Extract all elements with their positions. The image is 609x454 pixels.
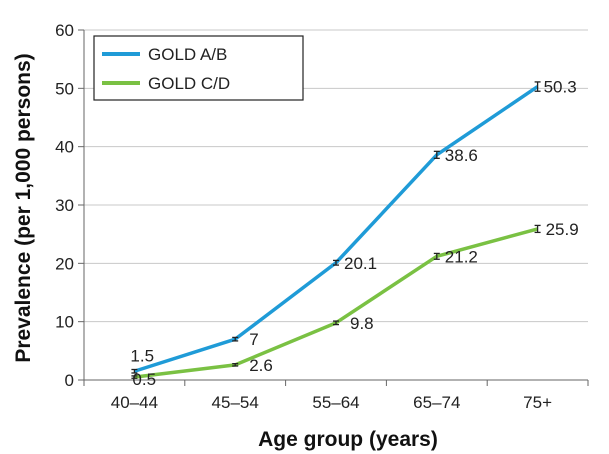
data-label: 7	[249, 330, 258, 349]
data-label: 38.6	[445, 146, 478, 165]
axes	[78, 29, 589, 386]
data-label: 0.5	[132, 370, 156, 389]
y-tick-labels: 0 10 20 30 40 50 60	[55, 21, 74, 390]
y-tick-label: 60	[55, 21, 74, 40]
error-bars	[131, 81, 541, 379]
x-axis-title: Age group (years)	[258, 428, 438, 451]
y-tick-label: 0	[65, 371, 74, 390]
data-label: 50.3	[544, 78, 577, 97]
x-tick-label: 55–64	[312, 393, 359, 412]
data-label: 1.5	[130, 346, 154, 365]
legend-label-gold-cd: GOLD C/D	[148, 74, 230, 93]
x-tick-label: 45–54	[212, 393, 259, 412]
legend-label-gold-ab: GOLD A/B	[148, 45, 227, 64]
data-label: 21.2	[445, 247, 478, 266]
series-line-0	[133, 85, 539, 373]
series-lines	[133, 85, 539, 379]
y-tick-label: 40	[55, 138, 74, 157]
legend: GOLD A/B GOLD C/D	[93, 35, 304, 101]
legend-box	[93, 35, 304, 101]
x-tick-label: 40–44	[111, 393, 158, 412]
data-label: 9.8	[350, 314, 374, 333]
x-tick-label: 75+	[523, 393, 552, 412]
y-tick-label: 50	[55, 79, 74, 98]
data-labels: 1.5 7 20.1 38.6 50.3 0.5 2.6 9.8 21.2 25.9	[130, 78, 578, 390]
x-tick-labels: 40–44 45–54 55–64 65–74 75+	[111, 393, 552, 412]
y-tick-label: 10	[55, 313, 74, 332]
y-tick-label: 30	[55, 196, 74, 215]
y-axis-title: Prevalence (per 1,000 persons)	[12, 53, 35, 362]
x-tick-label: 65–74	[413, 393, 460, 412]
y-tick-label: 20	[55, 254, 74, 273]
data-label: 25.9	[546, 220, 579, 239]
data-label: 2.6	[249, 356, 273, 375]
data-label: 20.1	[344, 254, 377, 273]
